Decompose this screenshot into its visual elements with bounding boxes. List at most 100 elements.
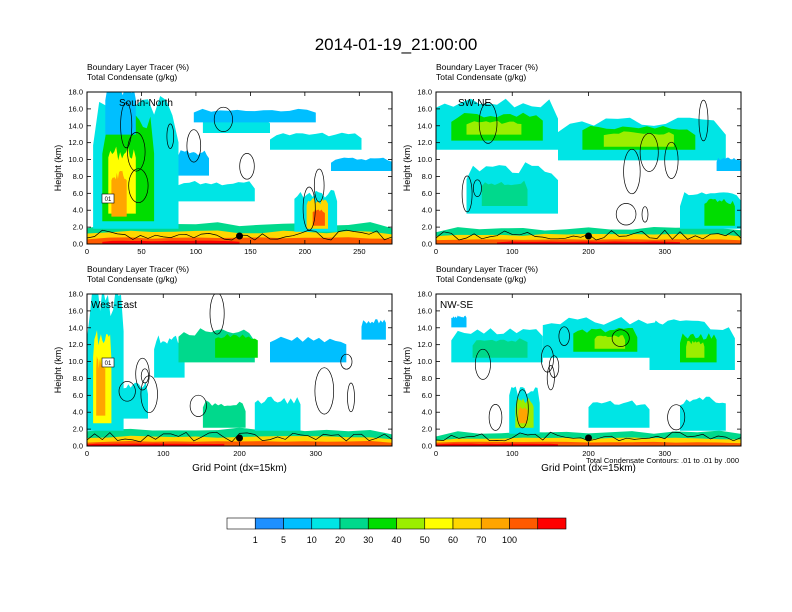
station-marker xyxy=(585,434,592,442)
y-tick-label: 14.0 xyxy=(68,323,83,332)
y-axis-label: Height (km) xyxy=(402,347,412,394)
x-axis-label: Grid Point (dx=15km) xyxy=(541,463,636,474)
colorbar-label: 30 xyxy=(363,535,373,545)
contour-label: 01 xyxy=(105,197,112,203)
x-tick-label: 0 xyxy=(434,449,438,458)
y-tick-label: 8.0 xyxy=(422,172,432,181)
colorbar-swatch xyxy=(226,517,256,530)
x-tick-label: 0 xyxy=(85,449,89,458)
panel-header-condensate: Total Condensate (g/kg) xyxy=(436,274,526,284)
y-tick-label: 0.0 xyxy=(73,240,83,249)
y-axis-label: Height (km) xyxy=(53,347,63,394)
y-axis-label: Height (km) xyxy=(53,145,63,192)
contour-note: Total Condensate Contours: .01 to .01 by… xyxy=(586,456,739,465)
y-tick-label: 10.0 xyxy=(68,357,83,366)
section-name: South-North xyxy=(119,98,173,109)
y-tick-label: 18.0 xyxy=(68,290,83,299)
y-tick-label: 16.0 xyxy=(68,306,83,315)
panel-header-condensate: Total Condensate (g/kg) xyxy=(87,274,177,284)
x-tick-label: 200 xyxy=(299,247,312,256)
panel-header-tracer: Boundary Layer Tracer (%) xyxy=(436,62,538,72)
y-tick-label: 4.0 xyxy=(422,206,432,215)
station-marker xyxy=(236,434,243,442)
y-tick-label: 4.0 xyxy=(73,206,83,215)
y-tick-label: 12.0 xyxy=(68,340,83,349)
panel-west-east: Boundary Layer Tracer (%)Total Condensat… xyxy=(53,264,393,474)
panel-header-tracer: Boundary Layer Tracer (%) xyxy=(436,264,538,274)
y-tick-label: 4.0 xyxy=(422,408,432,417)
y-tick-label: 14.0 xyxy=(417,121,432,130)
colorbar-swatch xyxy=(283,517,313,530)
x-tick-label: 250 xyxy=(353,247,366,256)
y-tick-label: 14.0 xyxy=(417,323,432,332)
colorbar-swatch xyxy=(537,517,567,530)
y-tick-label: 12.0 xyxy=(68,138,83,147)
contour-label-box xyxy=(101,357,115,368)
section-name: NW-SE xyxy=(440,300,473,311)
x-tick-label: 200 xyxy=(582,449,595,458)
panel-south-north: Boundary Layer Tracer (%)Total Condensat… xyxy=(53,62,393,256)
colorbar-label: 1 xyxy=(253,535,258,545)
section-name: West-East xyxy=(91,300,137,311)
x-axis-label: Grid Point (dx=15km) xyxy=(192,463,287,474)
y-tick-label: 6.0 xyxy=(422,189,432,198)
x-tick-label: 300 xyxy=(658,449,671,458)
y-tick-label: 0.0 xyxy=(73,442,83,451)
condensate-contours xyxy=(87,294,392,443)
x-tick-label: 200 xyxy=(582,247,595,256)
y-tick-label: 2.0 xyxy=(73,223,83,232)
contour-label-box xyxy=(101,193,115,204)
colorbar-label: 40 xyxy=(391,535,401,545)
y-tick-label: 8.0 xyxy=(73,172,83,181)
y-tick-label: 0.0 xyxy=(422,240,432,249)
station-marker xyxy=(236,232,243,240)
x-tick-label: 100 xyxy=(506,247,519,256)
y-tick-label: 10.0 xyxy=(417,155,432,164)
colorbar-label: 100 xyxy=(502,535,517,545)
contour-label: 01 xyxy=(105,361,112,367)
y-tick-label: 10.0 xyxy=(417,357,432,366)
y-tick-label: 16.0 xyxy=(68,104,83,113)
colorbar-label: 50 xyxy=(420,535,430,545)
colorbar-swatch xyxy=(452,517,482,530)
colorbar-label: 70 xyxy=(476,535,486,545)
x-tick-label: 150 xyxy=(244,247,257,256)
colorbar-swatch xyxy=(254,517,284,530)
y-tick-label: 2.0 xyxy=(422,425,432,434)
y-tick-label: 18.0 xyxy=(417,290,432,299)
colorbar-swatch xyxy=(339,517,369,530)
panel-header-tracer: Boundary Layer Tracer (%) xyxy=(87,264,189,274)
panel-header-condensate: Total Condensate (g/kg) xyxy=(87,72,177,82)
x-tick-label: 300 xyxy=(309,449,322,458)
y-tick-label: 2.0 xyxy=(73,425,83,434)
y-tick-label: 6.0 xyxy=(73,391,83,400)
panel-nw-se: Boundary Layer Tracer (%)Total Condensat… xyxy=(402,264,742,474)
section-name: SW-NE xyxy=(458,98,491,109)
station-marker xyxy=(585,232,592,240)
x-tick-label: 50 xyxy=(137,247,145,256)
y-tick-label: 16.0 xyxy=(417,104,432,113)
y-tick-label: 12.0 xyxy=(417,138,432,147)
colorbar: 1 5 10 20 30 40 50 60 70 100 xyxy=(226,517,567,545)
y-tick-label: 4.0 xyxy=(73,408,83,417)
y-tick-label: 14.0 xyxy=(68,121,83,130)
x-tick-label: 200 xyxy=(233,449,246,458)
y-axis-label: Height (km) xyxy=(402,145,412,192)
colorbar-swatch xyxy=(396,517,426,530)
y-tick-label: 8.0 xyxy=(73,374,83,383)
figure-title: 2014-01-19_21:00:00 xyxy=(315,35,478,54)
y-tick-label: 2.0 xyxy=(422,223,432,232)
colorbar-label: 5 xyxy=(281,535,286,545)
y-tick-label: 0.0 xyxy=(422,442,432,451)
y-tick-label: 16.0 xyxy=(417,306,432,315)
y-tick-label: 12.0 xyxy=(417,340,432,349)
x-tick-label: 100 xyxy=(506,449,519,458)
colorbar-swatch xyxy=(367,517,397,530)
x-tick-label: 100 xyxy=(157,449,170,458)
y-tick-label: 18.0 xyxy=(68,88,83,97)
panel-sw-ne: Boundary Layer Tracer (%)Total Condensat… xyxy=(402,62,742,256)
colorbar-swatch xyxy=(480,517,510,530)
colorbar-label: 60 xyxy=(448,535,458,545)
colorbar-swatch xyxy=(424,517,454,530)
